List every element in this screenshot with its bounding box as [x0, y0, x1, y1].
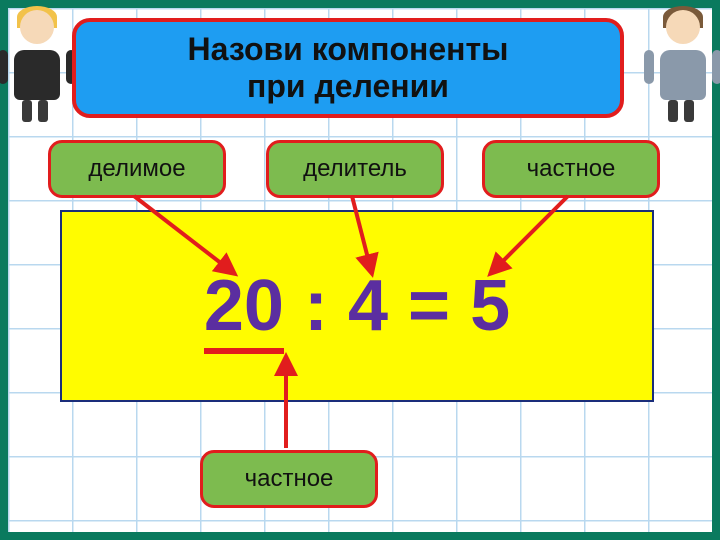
eq-token-divisor: 4: [348, 266, 388, 346]
equation-panel: 20 : 4 = 5: [60, 210, 654, 402]
eq-token-op2: =: [388, 266, 470, 346]
label-pill-dividend: делимое: [48, 140, 226, 198]
label-pill-expression-name: частное: [200, 450, 378, 508]
eq-token-quotient: 5: [470, 266, 510, 346]
label-pill-quotient: частное: [482, 140, 660, 198]
eq-token-op1: :: [284, 266, 348, 346]
title-banner: Назови компоненты при делении: [72, 18, 624, 118]
child-left-illustration: [2, 10, 72, 120]
equation-expression: 20 : 4 = 5: [204, 265, 510, 347]
label-pill-divisor: делитель: [266, 140, 444, 198]
child-right-illustration: [648, 10, 718, 120]
eq-token-dividend: 20: [204, 266, 284, 354]
outer-frame: Назови компоненты при делении делимое де…: [0, 0, 720, 540]
